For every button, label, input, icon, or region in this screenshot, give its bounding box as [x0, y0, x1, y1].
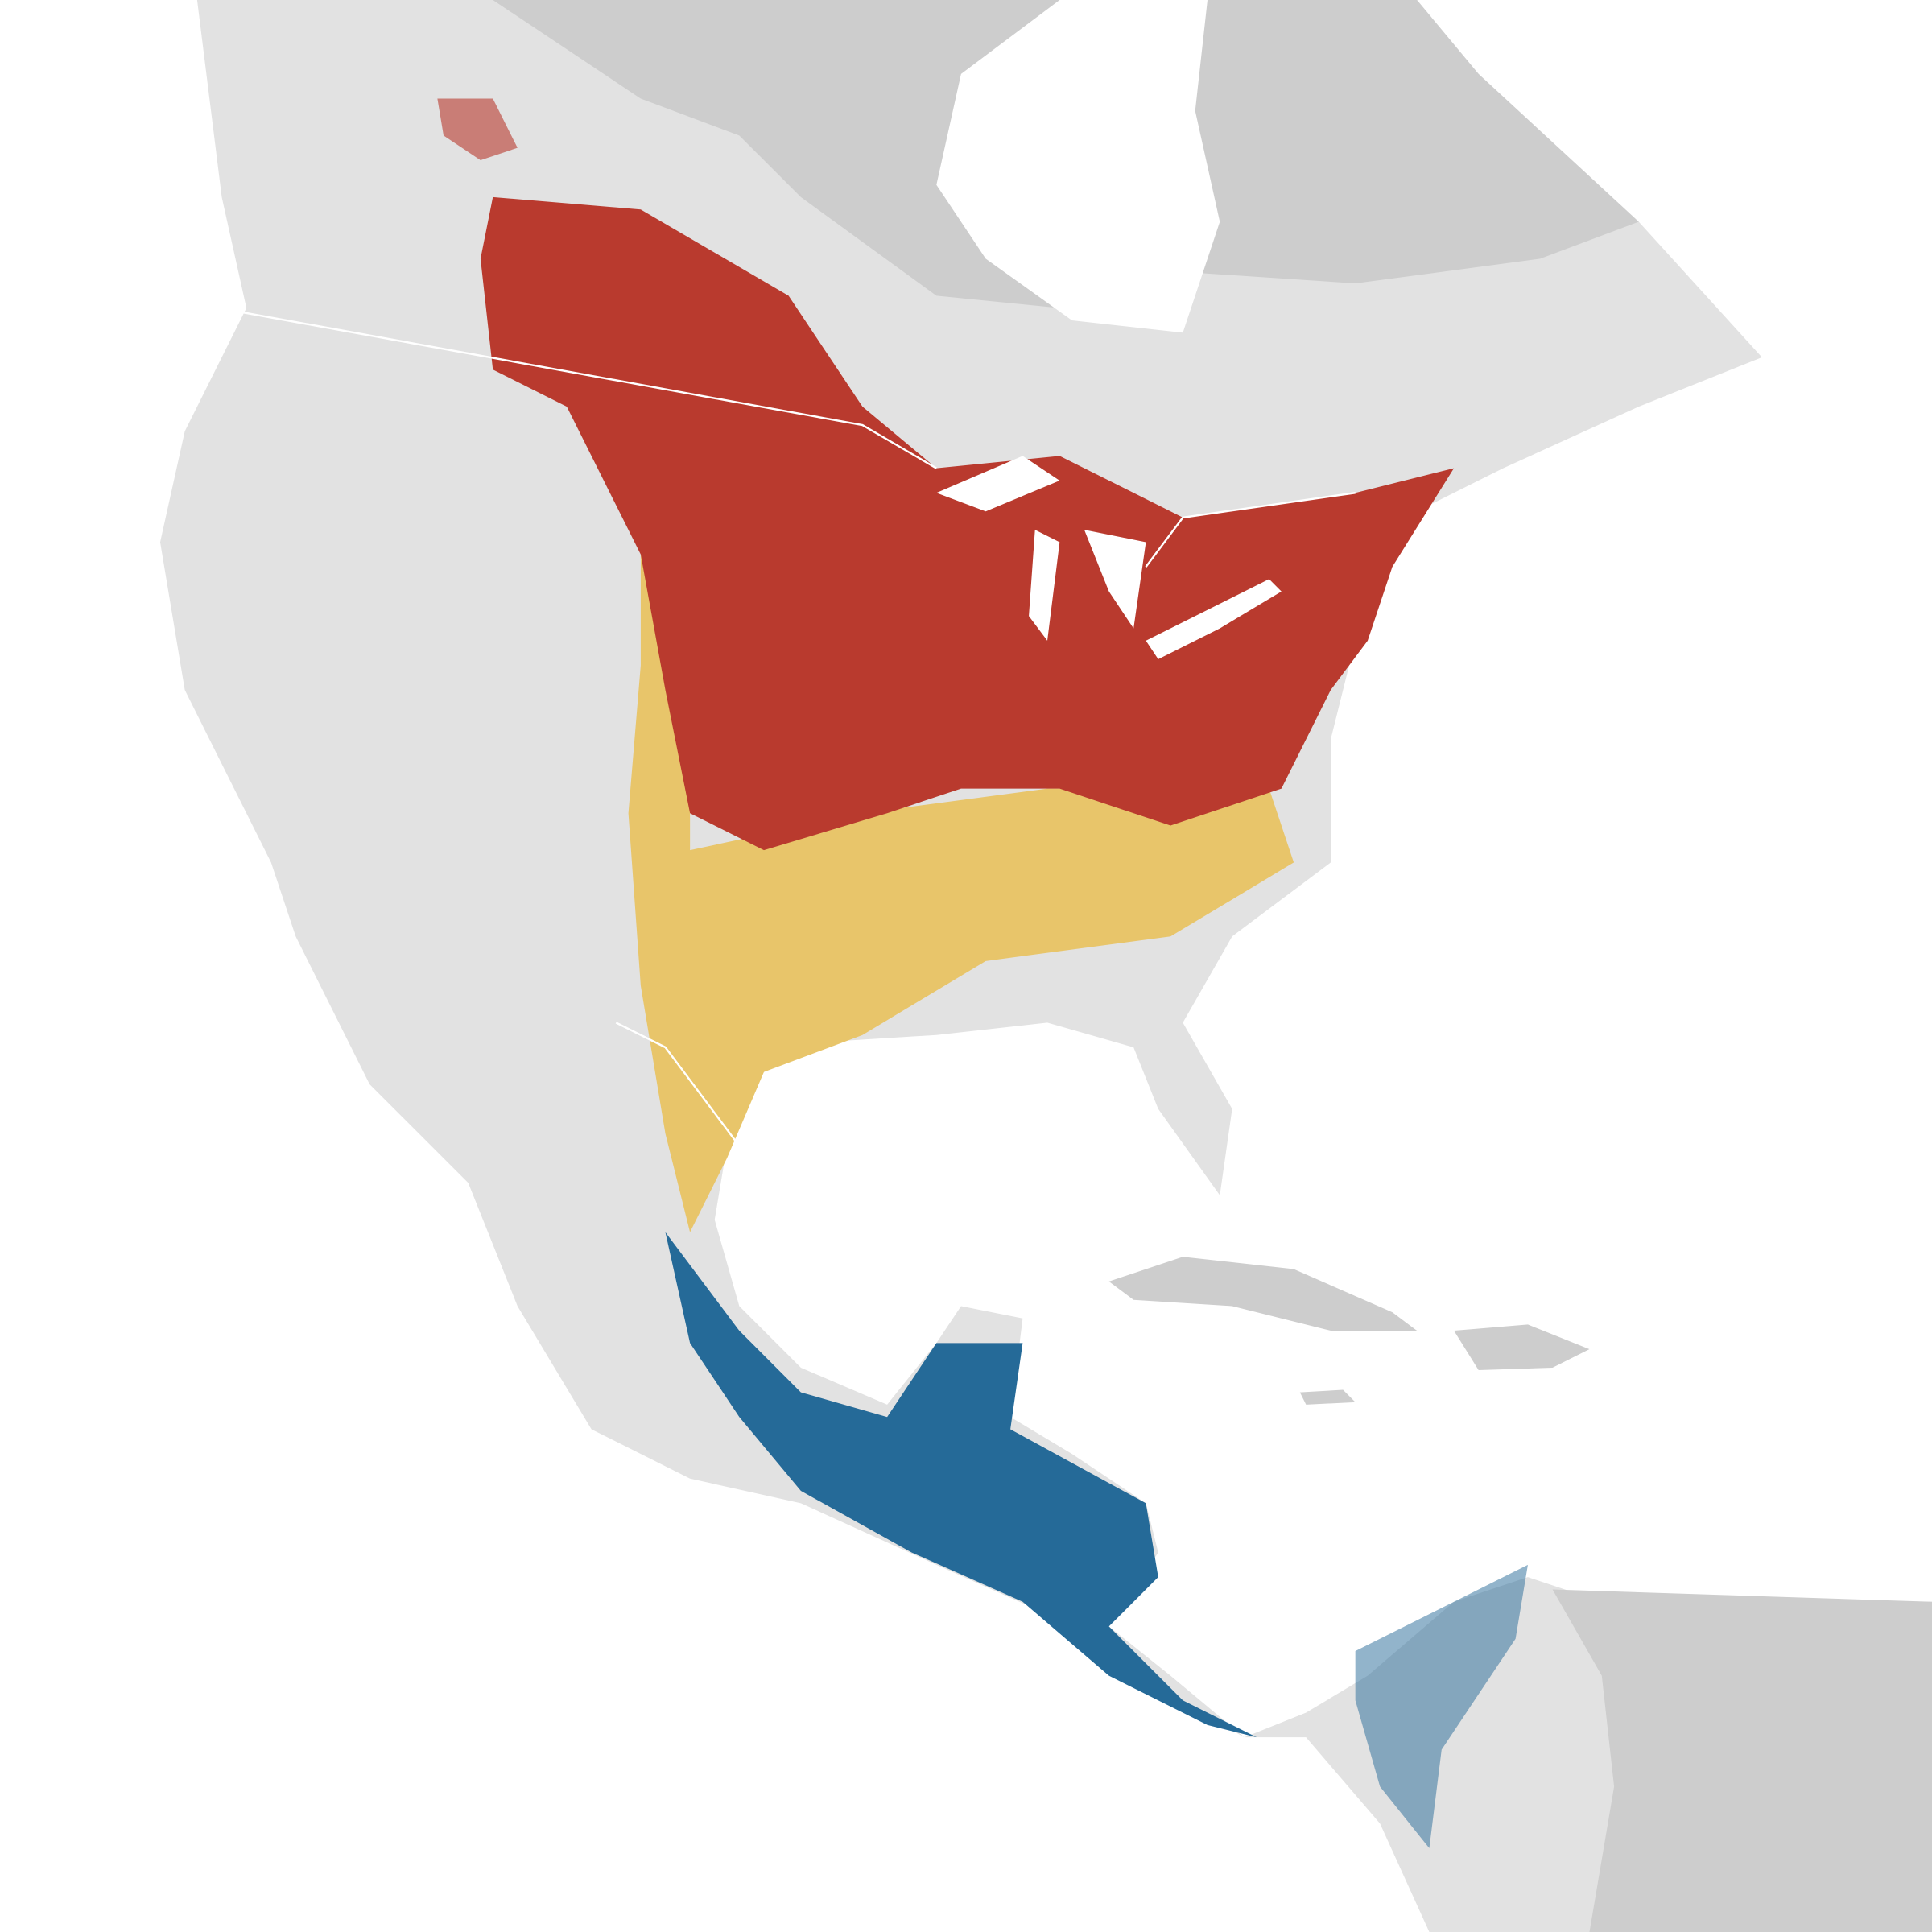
south-america	[1552, 1589, 1932, 1932]
jamaica	[1299, 1389, 1356, 1405]
nonbreeding-range-south	[1355, 1564, 1528, 1848]
breeding-range-north	[437, 98, 518, 160]
north-america	[159, 0, 1932, 1932]
hudson-bay	[936, 0, 1220, 333]
country-border	[184, 300, 1356, 1147]
great-lakes	[936, 456, 1282, 659]
breeding-range	[480, 196, 1455, 851]
cuba	[1108, 1257, 1418, 1331]
hispaniola	[1454, 1324, 1590, 1371]
migration-range	[628, 517, 1294, 1232]
nonbreeding-range	[665, 1232, 1257, 1738]
